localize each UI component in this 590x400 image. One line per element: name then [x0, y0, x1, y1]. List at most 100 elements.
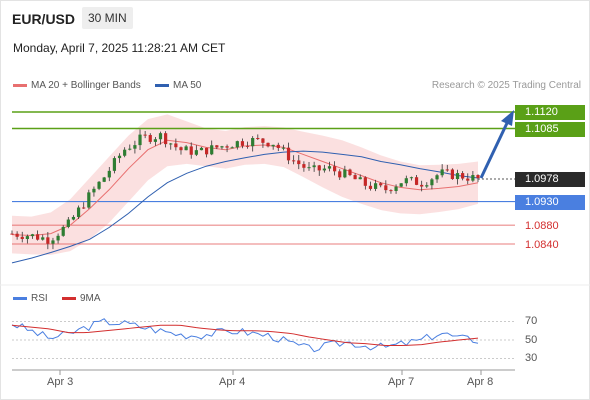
candle-body	[20, 236, 24, 240]
timeframe-badge[interactable]: 30 MIN	[82, 7, 133, 29]
rsi-ma9-line	[11, 324, 479, 347]
candle-body	[41, 237, 45, 240]
candle-body	[220, 146, 224, 148]
candle-body	[384, 185, 388, 191]
candle-body	[194, 150, 198, 155]
candle-body	[204, 147, 209, 155]
candle-body	[148, 135, 152, 142]
candle-body	[358, 177, 362, 180]
candle-body	[225, 146, 229, 148]
candle-body	[235, 141, 239, 148]
candle-body	[322, 168, 326, 171]
candle-body	[10, 233, 14, 235]
candle-body	[466, 178, 470, 181]
candle-body	[404, 178, 408, 184]
rsi-tick-70: 70	[525, 315, 538, 327]
x-tick-apr8: Apr 8	[467, 376, 494, 388]
candle-body	[312, 165, 316, 168]
candle-body	[169, 143, 173, 145]
candle-body	[281, 147, 286, 149]
candle-body	[56, 235, 60, 241]
candle-body	[61, 226, 65, 236]
level-current-box: 1.0978	[515, 172, 585, 187]
candle-body	[71, 216, 76, 220]
candle-body	[102, 177, 106, 182]
timestamp: Monday, April 7, 2025 11:28:21 AM CET	[13, 41, 226, 55]
ma9-swatch	[62, 296, 76, 300]
candle-body	[97, 181, 101, 189]
candle-body	[184, 146, 188, 151]
candle-body	[15, 233, 19, 237]
candle-body	[286, 147, 291, 161]
rsi-tick-50: 50	[525, 334, 538, 346]
level-r1-box: 1.1085	[515, 122, 585, 137]
forecast-arrow-shaft	[479, 120, 510, 179]
candle-body	[138, 134, 142, 146]
ma50-line	[11, 150, 479, 264]
candle-body	[389, 190, 393, 192]
candle-body	[271, 144, 275, 147]
legend-ma50: MA 50	[155, 80, 201, 91]
candle-body	[445, 169, 449, 171]
candle-body	[51, 240, 55, 244]
candle-body	[240, 141, 245, 146]
legend-ma20: MA 20 + Bollinger Bands	[13, 80, 141, 91]
candle-body	[343, 169, 347, 178]
candle-body	[455, 173, 460, 180]
candle-body	[36, 234, 40, 240]
x-tick-apr7: Apr 7	[388, 376, 415, 388]
candle-body	[133, 145, 137, 149]
credit-text: Research © 2025 Trading Central	[431, 80, 581, 91]
legend-ma9: 9MA	[62, 293, 101, 304]
candle-body	[266, 142, 270, 147]
candle-body	[450, 169, 454, 180]
candle-body	[363, 177, 367, 186]
candle-body	[112, 158, 117, 171]
bollinger-band	[12, 114, 478, 255]
candle-body	[66, 219, 70, 227]
candle-body	[256, 138, 260, 140]
candle-body	[107, 170, 111, 178]
candle-body	[143, 134, 147, 136]
candle-body	[317, 165, 321, 171]
candle-body	[128, 148, 132, 150]
currency-pair-title: EUR/USD	[12, 11, 76, 27]
candle-body	[430, 179, 434, 186]
candle-body	[82, 207, 86, 209]
candle-body	[440, 169, 444, 176]
candle-body	[251, 138, 255, 147]
ma50-swatch	[155, 83, 169, 87]
candle-body	[409, 177, 414, 179]
candle-body	[92, 188, 96, 193]
candle-body	[276, 144, 280, 148]
candle-body	[245, 145, 250, 147]
candle-body	[373, 183, 378, 189]
candle-body	[379, 183, 383, 186]
forecast-arrow-head	[501, 110, 514, 126]
candle-body	[230, 147, 234, 149]
candle-body	[215, 145, 219, 148]
rsi-swatch	[13, 296, 27, 300]
level-s3-label: 1.0840	[525, 239, 559, 251]
candle-body	[399, 183, 403, 187]
candle-body	[307, 167, 311, 169]
legend-rsi: RSI	[13, 293, 48, 304]
candle-body	[189, 146, 193, 155]
candle-body	[117, 155, 122, 159]
candle-body	[164, 133, 168, 145]
candle-body	[368, 185, 373, 189]
candle-body	[476, 175, 480, 179]
candle-body	[179, 147, 183, 151]
candle-body	[153, 139, 157, 142]
candle-body	[435, 175, 439, 180]
candle-body	[420, 184, 424, 187]
candle-body	[461, 173, 465, 179]
x-tick-apr3: Apr 3	[47, 376, 74, 388]
rsi-line	[11, 318, 479, 353]
candle-body	[87, 192, 91, 208]
candle-body	[199, 147, 204, 151]
candle-body	[302, 164, 306, 168]
candle-body	[292, 160, 296, 162]
candle-body	[261, 138, 265, 143]
candle-body	[414, 177, 419, 185]
